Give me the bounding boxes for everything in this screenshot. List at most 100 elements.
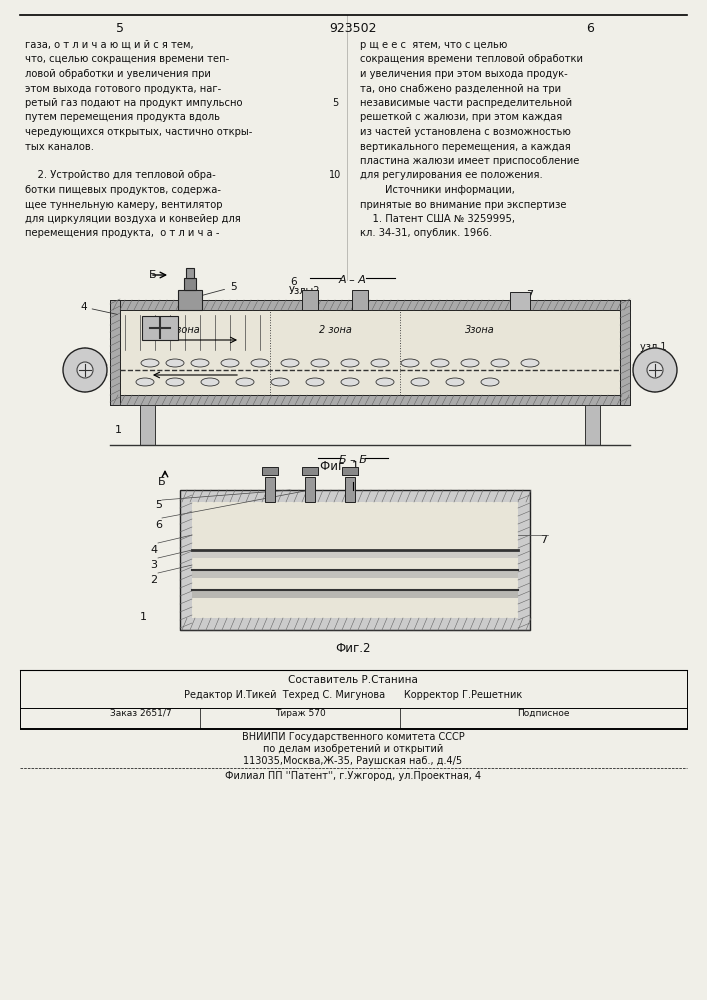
Bar bbox=[265, 477, 275, 502]
Ellipse shape bbox=[236, 378, 254, 386]
Bar bbox=[192, 502, 518, 618]
Ellipse shape bbox=[191, 359, 209, 367]
Text: 6: 6 bbox=[586, 22, 594, 35]
Text: 1. Патент США № 3259995,: 1. Патент США № 3259995, bbox=[360, 214, 515, 224]
Text: что, сцелью сокращения времени теп-: что, сцелью сокращения времени теп- bbox=[25, 54, 229, 64]
Text: сокращения времени тепловой обработки: сокращения времени тепловой обработки bbox=[360, 54, 583, 64]
Text: Фиг.2: Фиг.2 bbox=[335, 642, 370, 655]
Ellipse shape bbox=[271, 378, 289, 386]
Bar bbox=[142, 316, 178, 340]
Text: ВНИИПИ Государственного комитета СССР: ВНИИПИ Государственного комитета СССР bbox=[242, 732, 464, 742]
Text: Б: Б bbox=[149, 270, 157, 280]
Bar bbox=[110, 395, 630, 405]
Text: 3: 3 bbox=[88, 362, 95, 372]
Circle shape bbox=[63, 348, 107, 392]
Bar bbox=[192, 550, 518, 558]
Text: 2: 2 bbox=[150, 575, 157, 585]
Bar bbox=[186, 268, 194, 278]
Ellipse shape bbox=[281, 359, 299, 367]
Text: Заказ 2651/7: Заказ 2651/7 bbox=[110, 709, 172, 718]
Text: 113035,Москва,Ж-35, Раушская наб., д.4/5: 113035,Москва,Ж-35, Раушская наб., д.4/5 bbox=[243, 756, 462, 766]
Text: Фиг. 1: Фиг. 1 bbox=[320, 460, 360, 473]
Bar bbox=[302, 467, 318, 475]
Text: газа, о т л и ч а ю щ и й с я тем,: газа, о т л и ч а ю щ и й с я тем, bbox=[25, 40, 194, 50]
Text: Источники информации,: Источники информации, bbox=[360, 185, 515, 195]
Text: 7: 7 bbox=[527, 290, 534, 300]
Text: для регулирования ее положения.: для регулирования ее положения. bbox=[360, 170, 543, 180]
Bar bbox=[184, 278, 196, 290]
Ellipse shape bbox=[166, 359, 184, 367]
Ellipse shape bbox=[376, 378, 394, 386]
Bar bbox=[180, 490, 530, 630]
Text: чередующихся открытых, частично откры-: чередующихся открытых, частично откры- bbox=[25, 127, 252, 137]
Text: кл. 34-31, опублик. 1966.: кл. 34-31, опублик. 1966. bbox=[360, 229, 492, 238]
Text: тых каналов.: тых каналов. bbox=[25, 141, 94, 151]
Text: вертикального перемещения, а каждая: вертикального перемещения, а каждая bbox=[360, 141, 571, 151]
Text: щее туннельную камеру, вентилятор: щее туннельную камеру, вентилятор bbox=[25, 200, 223, 210]
Text: 2 зона: 2 зона bbox=[319, 325, 351, 335]
Text: ловой обработки и увеличения при: ловой обработки и увеличения при bbox=[25, 69, 211, 79]
Ellipse shape bbox=[446, 378, 464, 386]
Text: этом выхода готового продукта, наг-: этом выхода готового продукта, наг- bbox=[25, 84, 221, 94]
Bar bbox=[585, 405, 600, 445]
Bar bbox=[178, 290, 202, 310]
Circle shape bbox=[633, 348, 677, 392]
Text: 10: 10 bbox=[329, 170, 341, 180]
Ellipse shape bbox=[201, 378, 219, 386]
Text: и увеличения при этом выхода продук-: и увеличения при этом выхода продук- bbox=[360, 69, 568, 79]
Bar bbox=[345, 477, 355, 502]
Ellipse shape bbox=[481, 378, 499, 386]
Text: Редактор И.Тикей  Техред С. Мигунова      Корректор Г.Решетник: Редактор И.Тикей Техред С. Мигунова Корр… bbox=[184, 690, 522, 700]
Bar bbox=[110, 300, 630, 310]
Ellipse shape bbox=[136, 378, 154, 386]
Bar bbox=[262, 467, 278, 475]
Bar bbox=[305, 477, 315, 502]
Text: 1: 1 bbox=[140, 612, 147, 622]
Ellipse shape bbox=[221, 359, 239, 367]
Text: путем перемещения продукта вдоль: путем перемещения продукта вдоль bbox=[25, 112, 220, 122]
Ellipse shape bbox=[341, 378, 359, 386]
Bar bbox=[192, 590, 518, 598]
Bar bbox=[352, 290, 368, 310]
Ellipse shape bbox=[521, 359, 539, 367]
Bar bbox=[110, 300, 120, 405]
Text: 5: 5 bbox=[187, 282, 237, 299]
Text: ретый газ подают на продукт импульсно: ретый газ подают на продукт импульсно bbox=[25, 98, 243, 108]
Text: 4: 4 bbox=[150, 545, 157, 555]
Circle shape bbox=[77, 362, 93, 378]
Bar bbox=[192, 570, 518, 578]
Text: 2: 2 bbox=[75, 352, 82, 362]
Ellipse shape bbox=[411, 378, 429, 386]
Ellipse shape bbox=[166, 378, 184, 386]
Ellipse shape bbox=[491, 359, 509, 367]
Text: для циркуляции воздуха и конвейер для: для циркуляции воздуха и конвейер для bbox=[25, 214, 241, 224]
Text: Подписное: Подписное bbox=[517, 709, 569, 718]
Text: решеткой с жалюзи, при этом каждая: решеткой с жалюзи, при этом каждая bbox=[360, 112, 562, 122]
Ellipse shape bbox=[461, 359, 479, 367]
Bar bbox=[342, 467, 358, 475]
Text: Б: Б bbox=[158, 477, 166, 487]
Text: р щ е е с  ятем, что с целью: р щ е е с ятем, что с целью bbox=[360, 40, 508, 50]
Text: из частей установлена с возможностью: из частей установлена с возможностью bbox=[360, 127, 571, 137]
Text: пластина жалюзи имеет приспособление: пластина жалюзи имеет приспособление bbox=[360, 156, 579, 166]
Text: 5: 5 bbox=[332, 98, 338, 108]
Text: 3: 3 bbox=[150, 560, 157, 570]
Bar bbox=[140, 405, 155, 445]
Text: 6: 6 bbox=[155, 520, 162, 530]
Text: Б – Б: Б – Б bbox=[339, 455, 367, 465]
Ellipse shape bbox=[141, 359, 159, 367]
Text: 1: 1 bbox=[115, 425, 122, 435]
Ellipse shape bbox=[371, 359, 389, 367]
Text: та, оно снабжено разделенной на три: та, оно снабжено разделенной на три bbox=[360, 84, 561, 94]
Text: Узлы2: Узлы2 bbox=[289, 286, 321, 296]
Ellipse shape bbox=[431, 359, 449, 367]
Text: А – А: А – А bbox=[339, 275, 367, 285]
Text: 4: 4 bbox=[80, 302, 117, 314]
Bar bbox=[620, 300, 630, 405]
Text: независимые части распределительной: независимые части распределительной bbox=[360, 98, 572, 108]
Text: 923502: 923502 bbox=[329, 22, 377, 35]
Text: принятые во внимание при экспертизе: принятые во внимание при экспертизе bbox=[360, 200, 566, 210]
Ellipse shape bbox=[251, 359, 269, 367]
Text: узл 1: узл 1 bbox=[640, 342, 667, 352]
Text: 2. Устройство для тепловой обра-: 2. Устройство для тепловой обра- bbox=[25, 170, 216, 180]
